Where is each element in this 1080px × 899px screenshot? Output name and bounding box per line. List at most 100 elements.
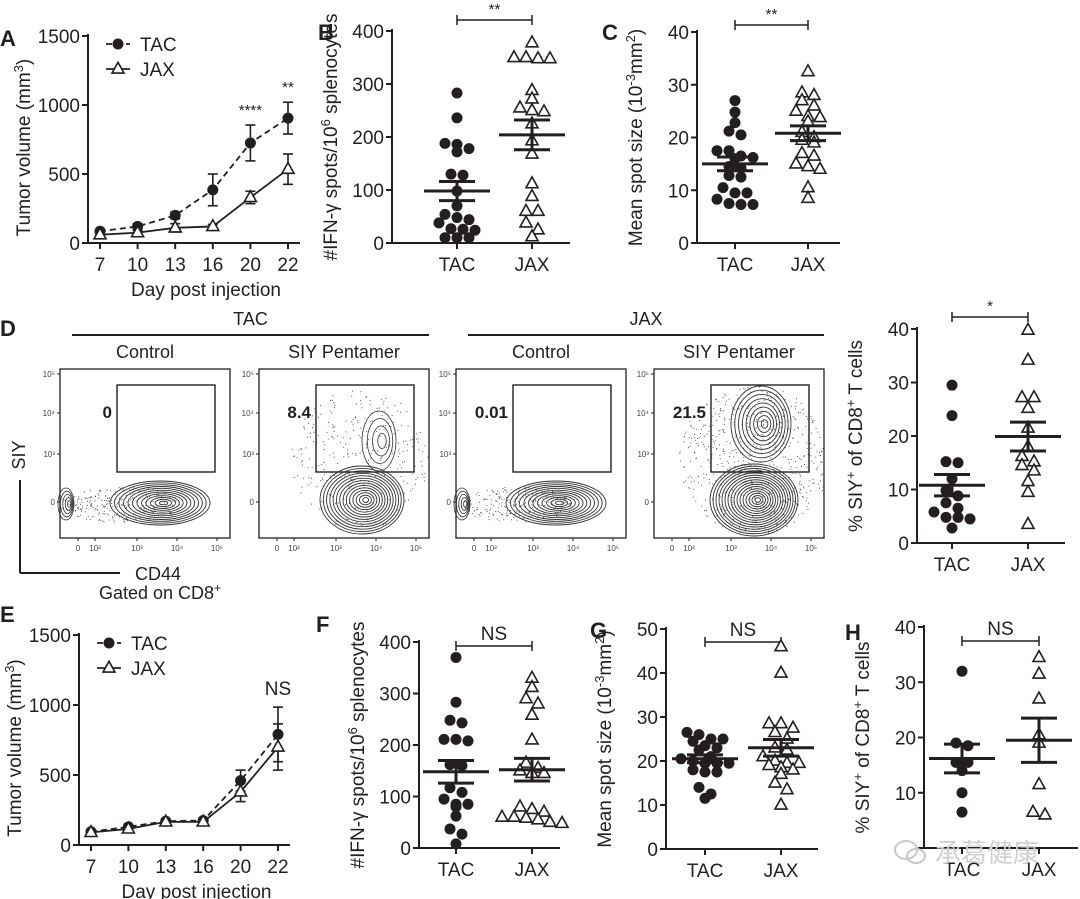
data-point [699,766,711,778]
event-dot [343,446,345,448]
event-dot [129,489,131,491]
event-dot [783,437,785,439]
event-dot [98,490,100,492]
event-dot [385,397,387,399]
data-point [457,169,469,181]
event-dot [518,506,520,508]
event-dot [424,445,426,447]
event-dot [97,493,99,495]
legend-item-tac: TAC [97,634,168,655]
event-dot [518,489,520,491]
event-dot [761,483,763,485]
event-dot [107,500,109,502]
data-point [729,187,741,199]
gating-note: Gated on CD8+ [99,581,221,603]
event-dot [525,488,527,490]
event-dot [392,452,394,454]
event-dot [483,498,485,500]
event-dot [783,488,785,490]
event-dot [406,450,408,452]
event-dot [502,514,504,516]
event-dot [810,418,812,420]
event-dot [80,508,82,510]
event-dot [723,515,725,516]
event-dot [424,473,426,474]
event-dot [803,487,805,489]
event-dot [350,478,352,480]
event-dot [775,519,777,521]
event-dot [788,498,790,500]
flow-y-tick-label: 0 [645,498,650,507]
event-dot [101,504,103,506]
event-dot [773,449,775,451]
contour-ring [60,490,74,518]
data-point [450,696,462,708]
data-point [456,717,468,729]
event-dot [145,501,146,503]
event-dot [307,422,309,424]
event-dot [69,504,71,506]
event-dot [335,524,337,526]
event-dot [90,502,92,504]
event-dot [679,460,681,462]
event-dot [490,503,492,505]
event-dot [505,507,507,509]
event-dot [542,492,544,494]
y-tick-label: 30 [895,673,916,694]
significance-label: NS [987,619,1013,640]
event-dot [358,434,360,436]
event-dot [372,420,374,422]
event-dot [388,444,390,446]
flow-y-tick-label: 10⁵ [43,370,55,379]
event-dot [506,491,508,493]
y-axis-label: #IFN-γ spots/106 splenocytes [318,14,342,261]
contour-ring [136,491,188,515]
event-dot [701,441,703,443]
x-tick-label: JAX [1022,860,1057,881]
legend-item-tac: TAC [106,35,177,56]
data-point [524,228,540,242]
event-dot [752,436,754,438]
event-dot [744,388,746,390]
event-dot [89,501,91,503]
event-dot [385,446,387,448]
event-dot [785,522,787,524]
data-point [952,457,964,469]
event-dot [508,512,510,514]
event-dot [504,487,506,488]
event-dot [337,502,339,504]
event-dot [143,511,145,513]
event-dot [323,449,325,450]
data-point [450,733,462,745]
event-dot [713,443,715,445]
event-dot [507,515,509,516]
event-dot [415,479,417,480]
event-dot [718,433,720,435]
event-dot [470,500,472,501]
event-dot [772,492,774,494]
event-dot [169,511,171,513]
event-dot [486,490,488,492]
series-jax [499,34,565,242]
event-dot [741,405,743,407]
event-dot [822,447,824,449]
event-dot [810,490,812,492]
event-dot [80,514,82,516]
event-dot [683,441,685,443]
panel-letter: F [316,612,329,637]
event-dot [513,501,515,503]
series-line [99,117,289,233]
event-dot [683,481,685,483]
significance-label: **** [239,102,263,119]
contour-ring [734,389,789,459]
event-dot [699,420,700,422]
event-dot [790,466,792,468]
event-dot [791,472,793,474]
data-point [800,158,816,172]
event-dot [749,421,751,423]
event-dot [486,505,488,507]
event-dot [796,398,797,400]
